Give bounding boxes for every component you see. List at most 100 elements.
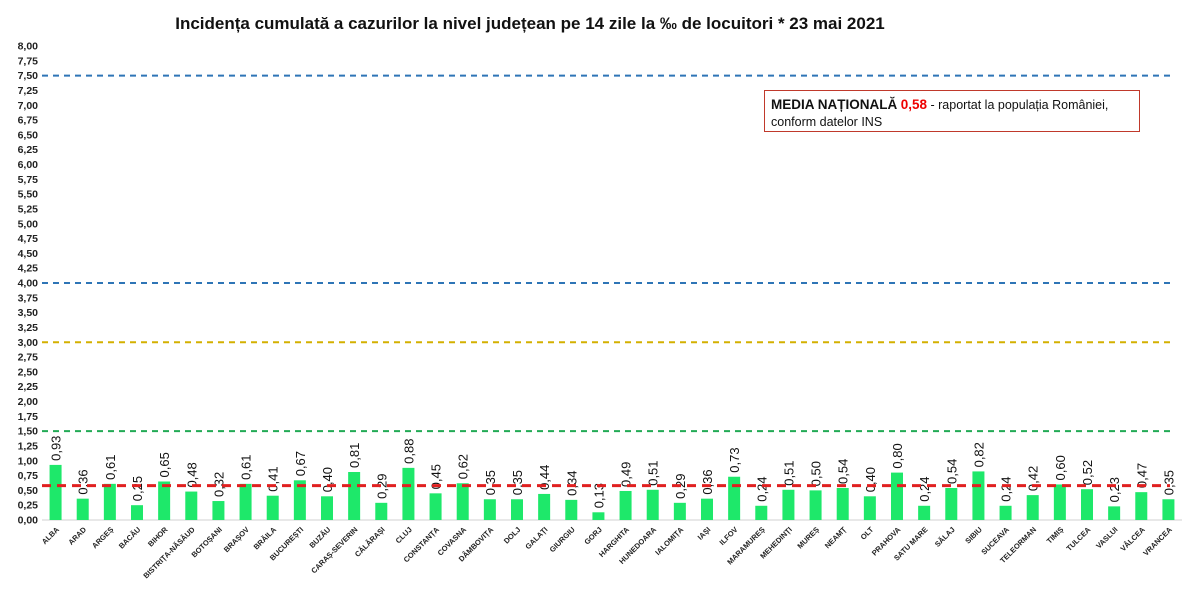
y-tick-label: 7,25 [18, 85, 39, 97]
y-tick-label: 5,50 [18, 189, 39, 201]
note-label: MEDIA NAȚIONALĂ [771, 97, 898, 112]
y-tick-label: 2,75 [18, 352, 39, 364]
data-label: 0,51 [646, 460, 661, 485]
data-label: 0,81 [347, 443, 362, 468]
data-label: 0,13 [591, 483, 606, 508]
bar [293, 480, 306, 520]
y-tick-label: 5,25 [18, 203, 39, 215]
data-label: 0,67 [293, 451, 308, 476]
data-label: 0,51 [781, 460, 796, 485]
data-label: 0,36 [76, 469, 91, 494]
data-label: 0,45 [429, 464, 444, 489]
x-tick-label: OLT [859, 525, 876, 542]
y-tick-label: 6,50 [18, 129, 39, 141]
data-label: 0,24 [999, 476, 1014, 501]
data-label: 0,44 [537, 465, 552, 490]
note-text: - raportat la populația României, [930, 98, 1109, 112]
data-label: 0,48 [184, 462, 199, 487]
data-label: 0,61 [239, 455, 254, 480]
bar [212, 501, 225, 520]
x-tick-label: IAȘI [696, 525, 713, 542]
data-label: 0,23 [1107, 477, 1122, 502]
data-label: 0,35 [483, 470, 498, 495]
y-tick-label: 4,00 [18, 278, 39, 290]
bar [999, 505, 1012, 520]
y-tick-label: 3,50 [18, 307, 39, 319]
bar [348, 472, 361, 520]
x-tick-label: ARGEȘ [90, 525, 115, 550]
bar [538, 493, 551, 520]
x-tick-label: SĂLAJ [933, 525, 957, 549]
chart-title: Incidența cumulată a cazurilor la nivel … [175, 14, 885, 33]
bar [1162, 499, 1175, 520]
x-tick-label: TIMIȘ [1045, 525, 1066, 546]
national-average-note: MEDIA NAȚIONALĂ 0,58 - raportat la popul… [764, 90, 1140, 132]
y-tick-label: 6,00 [18, 159, 39, 171]
x-tick-label: VASLUI [1094, 525, 1119, 550]
x-tick-label: BRĂILA [252, 525, 279, 552]
bar [402, 467, 415, 520]
y-tick-label: 7,00 [18, 100, 39, 112]
y-tick-label: 2,50 [18, 366, 39, 378]
x-tick-label: TULCEA [1065, 525, 1093, 553]
y-tick-label: 6,25 [18, 144, 39, 156]
bar [103, 483, 116, 520]
bar [592, 512, 605, 520]
y-tick-label: 1,00 [18, 455, 39, 467]
data-label: 0,52 [1080, 460, 1095, 485]
bar [1135, 492, 1148, 520]
bar [185, 491, 198, 520]
bar [1081, 489, 1093, 520]
bar [483, 499, 496, 520]
x-tick-label: BIHOR [146, 525, 170, 549]
data-label: 0,88 [401, 439, 416, 464]
bar [131, 505, 143, 520]
y-tick-label: 5,00 [18, 218, 39, 230]
bar [76, 498, 89, 520]
x-tick-label: GALAȚI [523, 525, 549, 551]
data-label: 0,61 [103, 455, 118, 480]
bar [619, 490, 632, 520]
x-tick-label: ALBA [40, 525, 62, 547]
x-tick-label: CLUJ [394, 525, 414, 545]
bar [701, 498, 713, 520]
data-label: 0,47 [1134, 463, 1149, 488]
y-tick-label: 0,25 [18, 500, 39, 512]
data-label: 0,35 [1161, 470, 1176, 495]
x-tick-label: ILFOV [718, 525, 740, 547]
x-tick-label: BUZĂU [307, 525, 332, 550]
y-tick-label: 3,25 [18, 322, 39, 334]
x-tick-label: DOLJ [502, 525, 523, 546]
bar [945, 488, 958, 520]
bar [863, 496, 876, 520]
data-label: 0,41 [266, 466, 281, 491]
data-label: 0,62 [456, 454, 471, 479]
y-tick-label: 4,50 [18, 248, 39, 260]
bar [836, 488, 849, 520]
y-tick-label: 3,00 [18, 337, 39, 349]
y-tick-label: 2,00 [18, 396, 39, 408]
data-label: 0,40 [863, 467, 878, 492]
data-label: 0,34 [564, 471, 579, 496]
x-tick-label: GIURGIU [548, 525, 577, 554]
data-label: 0,80 [890, 443, 905, 468]
x-tick-label: BACĂU [117, 525, 143, 551]
x-tick-label: MUREȘ [795, 525, 821, 551]
data-label: 0,35 [510, 470, 525, 495]
bar [918, 505, 931, 520]
y-tick-label: 7,50 [18, 70, 39, 82]
data-label: 0,54 [836, 459, 851, 484]
bar [375, 502, 388, 520]
y-tick-label: 5,75 [18, 174, 39, 186]
y-tick-label: 4,25 [18, 263, 39, 275]
data-label: 0,29 [374, 474, 389, 499]
y-tick-label: 0,50 [18, 485, 39, 497]
x-tick-label: SIBIU [963, 525, 984, 546]
y-tick-label: 1,75 [18, 411, 39, 423]
y-tick-label: 2,25 [18, 381, 39, 393]
bar [321, 496, 333, 520]
data-label: 0,49 [619, 462, 634, 487]
data-label: 0,82 [971, 442, 986, 467]
data-label: 0,93 [49, 436, 64, 461]
